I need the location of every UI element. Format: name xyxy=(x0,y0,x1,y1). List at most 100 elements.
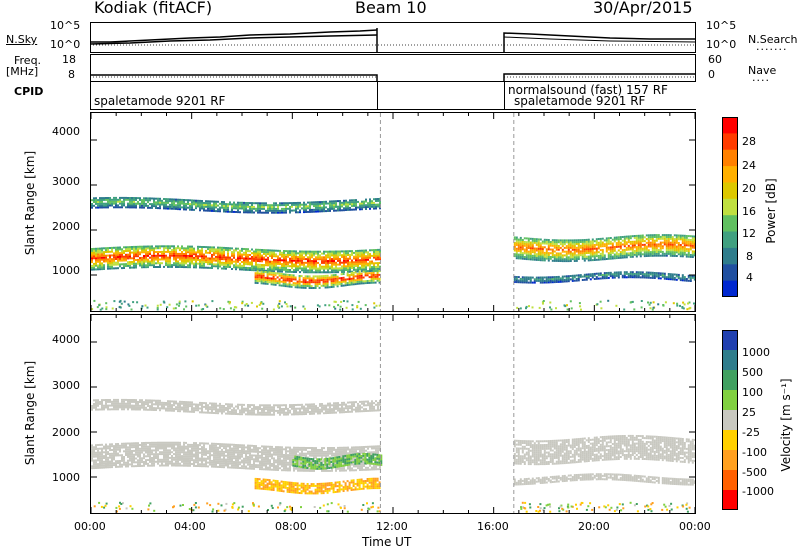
heatmap-cell xyxy=(267,451,269,454)
heatmap-cell xyxy=(147,462,149,465)
heatmap-cell xyxy=(362,282,365,285)
heatmap-cell xyxy=(583,239,586,241)
heatmap-cell xyxy=(105,455,107,457)
heatmap-cell xyxy=(271,464,273,467)
heatmap-cell xyxy=(529,256,532,259)
heatmap-cell xyxy=(535,276,538,279)
heatmap-cell xyxy=(299,261,301,264)
heatmap-cell xyxy=(539,259,542,262)
heatmap-cell xyxy=(543,246,546,249)
heatmap-cell xyxy=(351,250,353,253)
heatmap-cell xyxy=(255,445,257,448)
heatmap-cell xyxy=(273,253,275,256)
heatmap-cell xyxy=(349,253,351,256)
noise-cell xyxy=(241,300,244,303)
heatmap-cell xyxy=(653,245,656,248)
heatmap-cell xyxy=(637,242,640,245)
heatmap-cell xyxy=(321,206,323,209)
heatmap-cell xyxy=(263,206,265,208)
heatmap-cell xyxy=(675,247,678,250)
heatmap-cell xyxy=(611,244,614,247)
heatmap-cell xyxy=(253,207,255,210)
heatmap-cell xyxy=(187,199,189,202)
heatmap-cell xyxy=(215,456,217,459)
heatmap-cell xyxy=(679,234,682,237)
heatmap-cell xyxy=(223,447,225,450)
heatmap-cell xyxy=(293,209,295,212)
heatmap-cell xyxy=(233,207,235,210)
heatmap-cell xyxy=(139,465,141,467)
heatmap-cell xyxy=(123,259,125,262)
heatmap-cell xyxy=(307,265,309,268)
heatmap-cell xyxy=(143,206,145,209)
heatmap-cell xyxy=(177,247,179,250)
power-cbar-label: Power [dB] xyxy=(764,178,778,244)
heatmap-cell xyxy=(565,241,568,244)
noise-cell xyxy=(682,307,685,310)
heatmap-cell xyxy=(629,255,632,258)
heatmap-cell xyxy=(209,204,211,207)
heatmap-cell xyxy=(372,270,375,273)
heatmap-cell xyxy=(619,238,622,240)
heatmap-cell xyxy=(547,276,550,279)
heatmap-cell xyxy=(349,265,351,268)
heatmap-cell xyxy=(169,245,171,248)
heatmap-cell xyxy=(97,255,99,258)
heatmap-cell xyxy=(659,241,662,244)
heatmap-cell xyxy=(369,253,371,256)
heatmap-cell xyxy=(189,264,191,267)
heatmap-cell xyxy=(266,277,269,280)
heatmap-cell xyxy=(331,265,333,268)
heatmap-cell xyxy=(655,237,658,240)
heatmap-cell xyxy=(291,267,293,270)
heatmap-cell xyxy=(603,275,606,278)
noise-cell xyxy=(345,306,348,309)
heatmap-cell xyxy=(328,278,331,281)
heatmap-cell xyxy=(327,271,329,274)
nsearch-label: N.Search xyxy=(748,33,798,46)
heatmap-cell xyxy=(357,253,359,256)
heatmap-cell xyxy=(113,458,115,461)
heatmap-cell xyxy=(661,250,664,253)
heatmap-cell xyxy=(231,466,233,469)
heatmap-cell xyxy=(298,284,301,287)
heatmap-cell xyxy=(679,249,682,252)
heatmap-cell xyxy=(163,453,165,456)
heatmap-cell xyxy=(367,255,369,258)
heatmap-cell xyxy=(615,271,618,274)
heatmap-cell xyxy=(671,273,674,276)
heatmap-cell xyxy=(235,203,237,206)
heatmap-cell xyxy=(259,451,261,453)
heatmap-cell xyxy=(665,247,668,250)
heatmap-cell xyxy=(127,446,129,449)
heatmap-cell xyxy=(169,449,171,452)
noise-cell xyxy=(351,304,354,307)
heatmap-cell xyxy=(219,250,221,253)
heatmap-cell xyxy=(691,241,694,243)
heatmap-cell xyxy=(183,449,185,452)
heatmap-cell xyxy=(663,243,666,246)
heatmap-cell xyxy=(352,271,355,274)
heatmap-cell xyxy=(677,251,680,254)
heatmap-cell xyxy=(129,261,131,264)
heatmap-cell xyxy=(571,279,574,282)
heatmap-cell xyxy=(185,260,187,263)
heatmap-cell xyxy=(97,457,99,460)
heatmap-cell xyxy=(267,206,269,209)
heatmap-cell xyxy=(657,249,660,252)
heatmap-cell xyxy=(91,204,93,207)
heatmap-cell xyxy=(639,255,642,258)
heatmap-cell xyxy=(635,240,638,243)
heatmap-cell xyxy=(663,277,666,280)
heatmap-cell xyxy=(355,255,357,258)
heatmap-cell xyxy=(355,259,357,262)
heatmap-cell xyxy=(265,458,267,461)
heatmap-cell xyxy=(233,451,235,454)
heatmap-cell xyxy=(316,281,319,284)
heatmap-cell xyxy=(525,276,528,279)
heatmap-cell xyxy=(111,263,113,266)
heatmap-cell xyxy=(639,247,642,250)
heatmap-cell xyxy=(341,265,343,268)
heatmap-cell xyxy=(637,234,640,237)
heatmap-cell xyxy=(175,204,177,207)
